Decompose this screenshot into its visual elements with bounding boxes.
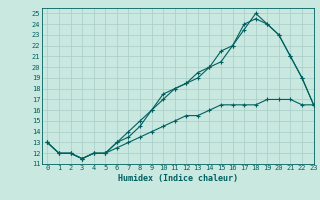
X-axis label: Humidex (Indice chaleur): Humidex (Indice chaleur): [118, 174, 237, 183]
